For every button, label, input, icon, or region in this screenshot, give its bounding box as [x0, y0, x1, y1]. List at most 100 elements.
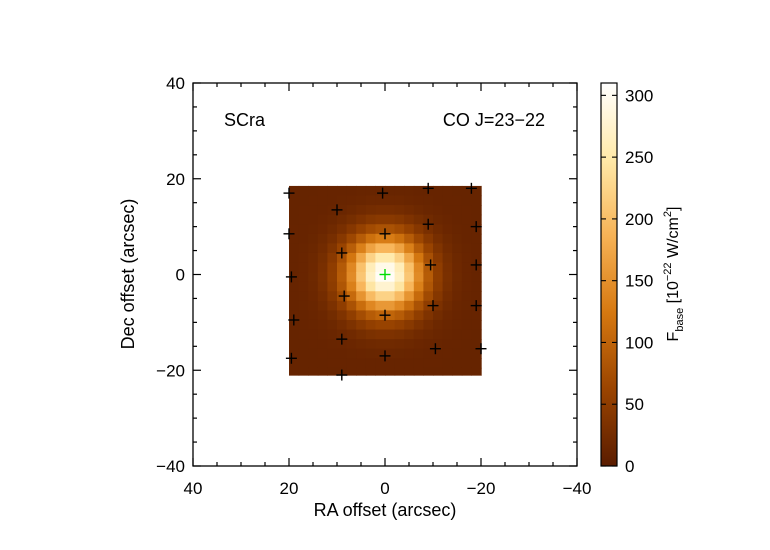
heatmap-cell: [385, 252, 396, 264]
heatmap-cell: [317, 348, 328, 359]
heatmap-cell: [404, 214, 415, 225]
colorbar-tick-label: 200: [625, 210, 653, 229]
heatmap-cell: [346, 329, 357, 340]
y-tick-label: 0: [176, 266, 185, 285]
heatmap-cell: [394, 348, 405, 359]
heatmap-cell: [404, 358, 415, 369]
heatmap-cell: [385, 233, 396, 244]
detector-marker: [427, 300, 439, 312]
heatmap-cell: [404, 185, 415, 197]
heatmap-cell: [317, 252, 328, 264]
heatmap-cell: [423, 348, 434, 359]
heatmap-cell: [385, 195, 396, 206]
heatmap-cell: [317, 367, 328, 376]
heatmap-cell: [375, 214, 386, 225]
heatmap-cell: [356, 339, 367, 350]
heatmap-cell: [327, 214, 338, 225]
heatmap-cell: [413, 339, 424, 350]
heatmap-cell: [442, 358, 453, 369]
heatmap-cell: [317, 262, 328, 273]
heatmap-cell: [337, 233, 348, 244]
heatmap-cell: [346, 195, 357, 206]
heatmap-cell: [356, 233, 367, 244]
heatmap-cell: [327, 339, 338, 350]
heatmap-cell: [346, 214, 357, 225]
heatmap-cell: [404, 205, 415, 216]
heatmap-cell: [452, 367, 463, 376]
heatmap-cell: [423, 195, 434, 206]
heatmap-cell: [308, 185, 319, 197]
heatmap-cell: [365, 300, 376, 312]
heatmap-cell: [365, 367, 376, 376]
heatmap-cell: [356, 310, 367, 321]
y-tick-label: 40: [166, 74, 185, 93]
heatmap-cell: [413, 233, 424, 244]
heatmap-cell: [289, 262, 300, 273]
heatmap-cell: [433, 319, 444, 331]
heatmap-cell: [289, 367, 300, 376]
detector-marker: [379, 228, 391, 240]
heatmap-cell: [346, 233, 357, 244]
heatmap-cell: [481, 319, 482, 331]
heatmap-cell: [327, 358, 338, 369]
heatmap-cell: [375, 233, 386, 244]
heatmap-cell: [471, 252, 482, 264]
heatmap-cell: [337, 262, 348, 273]
heatmap-cell: [433, 329, 444, 340]
colorbar-tick-label: 250: [625, 148, 653, 167]
heatmap-cell: [327, 300, 338, 312]
heatmap-cell: [413, 224, 424, 235]
heatmap-cell: [308, 214, 319, 225]
detector-marker: [475, 343, 487, 355]
heatmap-cell: [346, 262, 357, 273]
heatmap-cell: [365, 233, 376, 244]
heatmap-cell: [471, 291, 482, 302]
heatmap-cell: [452, 348, 463, 359]
heatmap-cell: [375, 243, 386, 254]
heatmap-cell: [365, 310, 376, 321]
heatmap-cell: [481, 367, 482, 376]
heatmap-cell: [452, 243, 463, 254]
heatmap-cell: [404, 319, 415, 331]
heatmap-cell: [327, 195, 338, 206]
heatmap-cell: [471, 243, 482, 254]
heatmap-cell: [471, 319, 482, 331]
heatmap-cell: [461, 224, 472, 235]
heatmap-cell: [346, 367, 357, 376]
heatmap-cell: [289, 300, 300, 312]
heatmap-cell: [375, 272, 386, 283]
heatmap-cell: [423, 205, 434, 216]
heatmap-cell: [317, 205, 328, 216]
heatmap-cell: [442, 367, 453, 376]
heatmap-cell: [442, 310, 453, 321]
heatmap-cell: [308, 233, 319, 244]
heatmap-cell: [461, 205, 472, 216]
heatmap-cell: [337, 185, 348, 197]
heatmap-cell: [394, 281, 405, 292]
heatmap-cell: [442, 252, 453, 264]
heatmap-cell: [461, 367, 472, 376]
heatmap-cell: [404, 281, 415, 292]
detector-marker: [283, 228, 295, 240]
heatmap-cell: [385, 358, 396, 369]
heatmap-cell: [308, 272, 319, 283]
heatmap-cell: [423, 281, 434, 292]
y-tick-label: −40: [156, 457, 185, 476]
heatmap-cell: [452, 252, 463, 264]
heatmap-cell: [317, 272, 328, 283]
heatmap-cell: [298, 281, 309, 292]
detector-marker: [285, 271, 297, 283]
heatmap-cell: [481, 224, 482, 235]
heatmap-cell: [356, 367, 367, 376]
heatmap-cell: [375, 252, 386, 264]
colorbar-tick-label: 0: [625, 457, 634, 476]
heatmap-cell: [346, 281, 357, 292]
heatmap-cell: [337, 358, 348, 369]
heatmap-cell: [289, 358, 300, 369]
detector-marker: [336, 247, 348, 259]
heatmap-cell: [404, 291, 415, 302]
heatmap-cell: [413, 252, 424, 264]
heatmap-cell: [481, 262, 482, 273]
heatmap-cell: [337, 348, 348, 359]
heatmap-cell: [461, 281, 472, 292]
